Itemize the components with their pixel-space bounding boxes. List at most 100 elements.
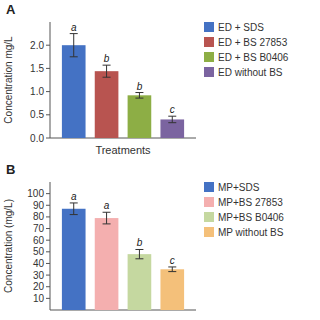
error-cap [70, 33, 78, 34]
y-tick-label: 40 [33, 258, 45, 269]
error-stem [106, 65, 107, 77]
error-cap [70, 214, 78, 215]
significance-label: a [71, 22, 77, 33]
y-tick [46, 263, 50, 264]
error-cap [135, 92, 143, 93]
legend-label: MP+BS 27853 [218, 197, 283, 208]
error-stem [106, 212, 107, 224]
legend-swatch [204, 37, 214, 47]
y-tick-label: 100 [27, 188, 44, 199]
significance-label: b [104, 53, 110, 64]
bar [160, 119, 184, 138]
legend-swatch [204, 212, 214, 222]
error-cap [103, 77, 111, 78]
y-axis-label: Concentration (mg/L) [3, 199, 14, 293]
significance-label: c [170, 104, 175, 115]
error-stem [73, 34, 74, 57]
y-tick [46, 298, 50, 299]
y-tick [46, 91, 50, 92]
x-axis-label: Treatments [95, 144, 151, 156]
y-tick [46, 114, 50, 115]
error-stem [172, 267, 173, 272]
error-cap [168, 266, 176, 267]
legend-label: ED without BS [218, 67, 283, 78]
y-axis [50, 22, 51, 138]
y-tick [46, 286, 50, 287]
error-bar [135, 249, 143, 258]
annotations: abbc [71, 22, 175, 116]
y-axis [50, 182, 51, 310]
error-cap [168, 271, 176, 272]
y-tick [46, 193, 50, 194]
legend-swatch [204, 22, 214, 32]
legend-swatch [204, 197, 214, 207]
chart-canvas: A0.00.51.01.52.0Concentration mg/LTreatm… [0, 0, 320, 320]
significance-label: a [104, 200, 110, 211]
error-cap [103, 223, 111, 224]
error-cap [168, 122, 176, 123]
error-bar [103, 65, 111, 77]
plot-area [62, 203, 184, 310]
error-bar [135, 93, 143, 99]
error-cap [135, 249, 143, 250]
error-bar [103, 212, 111, 224]
panel-title: A [6, 2, 16, 17]
page: {"chart_data": [ {"type": "bar", "title"… [0, 0, 320, 320]
error-stem [139, 249, 140, 258]
legend-label: MP+BS B0406 [218, 212, 284, 223]
error-cap [103, 65, 111, 66]
legend-label: MP without BS [218, 227, 284, 238]
legend: MP+SDS MP+BS 27853 MP+BS B0406 MP without B… [204, 182, 284, 238]
error-cap [70, 202, 78, 203]
legend-swatch [204, 182, 214, 192]
legend-swatch [204, 67, 214, 77]
y-tick-label: 1.0 [30, 86, 44, 97]
panel: A0.00.51.01.52.0Concentration mg/LTreatm… [3, 2, 289, 156]
y-tick-label: 0.0 [30, 133, 44, 144]
bar [128, 254, 152, 310]
y-tick-label: 0.5 [30, 109, 44, 120]
panel-title: B [6, 162, 15, 177]
significance-label: b [137, 237, 143, 248]
legend-swatch [204, 52, 214, 62]
legend-label: ED + BS 27853 [218, 37, 288, 48]
legend-swatch [204, 227, 214, 237]
bar [62, 45, 86, 138]
y-tick-label: 80 [33, 211, 45, 222]
error-cap [135, 98, 143, 99]
error-stem [73, 203, 74, 215]
y-tick-label: 20 [33, 281, 45, 292]
error-cap [103, 212, 111, 213]
y-tick [46, 240, 50, 241]
annotations: aabc [71, 191, 175, 266]
legend: ED + SDSED + BS 27853ED + BS B0406ED wit… [204, 22, 289, 78]
y-tick-label: 10 [33, 293, 45, 304]
y-tick [46, 251, 50, 252]
plot-area [62, 34, 184, 138]
panel: B 102030405060708090100 Concentration (mg/… [3, 162, 284, 310]
error-cap [168, 116, 176, 117]
error-bar [70, 34, 78, 57]
error-stem [172, 116, 173, 122]
legend-label: MP+SDS [218, 182, 260, 193]
y-tick [46, 45, 50, 46]
y-tick-label: 2.0 [30, 40, 44, 51]
y-tick-label: 90 [33, 200, 45, 211]
y-axis-label: Concentration mg/L [3, 36, 14, 124]
bar [95, 71, 119, 138]
y-tick-label: 70 [33, 223, 45, 234]
significance-label: c [170, 255, 175, 266]
y-tick [46, 205, 50, 206]
y-tick-label: 60 [33, 235, 45, 246]
error-bar [168, 267, 176, 272]
error-cap [135, 258, 143, 259]
y-tick-label: 50 [33, 246, 45, 257]
y-tick [46, 68, 50, 69]
bar [95, 218, 119, 310]
y-tick [46, 228, 50, 229]
y-tick-label: 30 [33, 270, 45, 281]
error-cap [70, 56, 78, 57]
legend-label: ED + SDS [218, 22, 264, 33]
bar [128, 95, 152, 138]
error-bar [70, 203, 78, 215]
